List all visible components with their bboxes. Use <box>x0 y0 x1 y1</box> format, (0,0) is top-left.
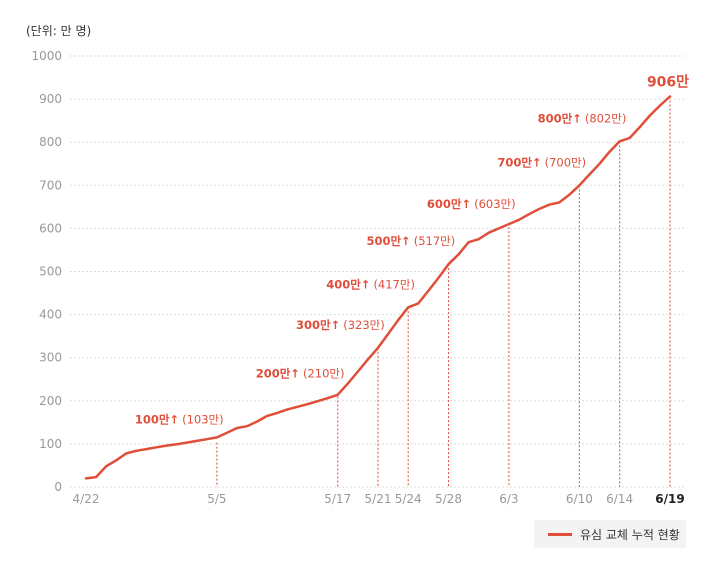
milestone-label: 300만↑ (323만) <box>296 318 385 332</box>
milestone-label: 100만↑ (103만) <box>135 413 224 427</box>
x-tick-label: 5/17 <box>324 492 351 506</box>
x-tick-label: 6/3 <box>499 492 518 506</box>
milestone-label: 200만↑ (210만) <box>256 366 345 380</box>
end-value-label: 906만 <box>647 75 689 91</box>
milestone-label-value: 300만↑ <box>296 318 340 332</box>
milestone-label-value: 400만↑ <box>326 277 370 291</box>
y-tick-label: 900 <box>39 92 62 106</box>
milestone-label-value: 500만↑ <box>366 234 410 248</box>
milestone-label-actual: (700만) <box>545 155 587 169</box>
milestone-label-actual: (323만) <box>343 318 385 332</box>
legend-label: 유심 교체 누적 현황 <box>580 527 680 542</box>
y-tick-label: 800 <box>39 135 62 149</box>
milestone-label-value: 200만↑ <box>256 366 300 380</box>
y-tick-label: 600 <box>39 221 62 235</box>
milestone-label-actual: (103만) <box>182 413 224 427</box>
x-tick-label: 5/21 <box>365 492 392 506</box>
y-tick-label: 0 <box>54 480 62 494</box>
milestone-label: 800만↑ (802만) <box>538 111 627 125</box>
milestone-label-actual: (802만) <box>585 111 627 125</box>
series-line <box>84 95 672 480</box>
milestone-label-actual: (603만) <box>474 197 516 211</box>
milestone-label: 600만↑ (603만) <box>427 197 516 211</box>
x-tick-label: 5/5 <box>207 492 226 506</box>
x-tick-label: 5/24 <box>395 492 422 506</box>
milestone-label: 700만↑ (700만) <box>497 155 586 169</box>
milestone-label-actual: (517만) <box>414 234 456 248</box>
milestone-label-actual: (417만) <box>373 277 415 291</box>
legend-swatch <box>548 532 572 536</box>
milestone-label-value: 100만↑ <box>135 413 179 427</box>
y-tick-label: 700 <box>39 178 62 192</box>
y-tick-label: 200 <box>39 394 62 408</box>
y-tick-label: 300 <box>39 351 62 365</box>
x-tick-label: 6/19 <box>655 492 684 506</box>
milestone-label-value: 800만↑ <box>538 111 582 125</box>
milestone-label-actual: (210만) <box>303 366 345 380</box>
milestone-label: 400만↑ (417만) <box>326 277 415 291</box>
milestone-label-value: 600만↑ <box>427 197 471 211</box>
x-tick-label: 6/14 <box>606 492 633 506</box>
milestone-label-value: 700만↑ <box>497 155 541 169</box>
y-tick-label: 1000 <box>31 49 62 63</box>
y-tick-label: 400 <box>39 308 62 322</box>
x-tick-label: 4/22 <box>73 492 100 506</box>
x-tick-label: 6/10 <box>566 492 593 506</box>
x-tick-label: 5/28 <box>435 492 462 506</box>
y-tick-label: 500 <box>39 265 62 279</box>
milestone-label: 500만↑ (517만) <box>366 234 455 248</box>
y-tick-label: 100 <box>39 437 62 451</box>
legend: 유심 교체 누적 현황 <box>534 520 686 548</box>
unit-label: (단위: 만 명) <box>26 24 92 38</box>
